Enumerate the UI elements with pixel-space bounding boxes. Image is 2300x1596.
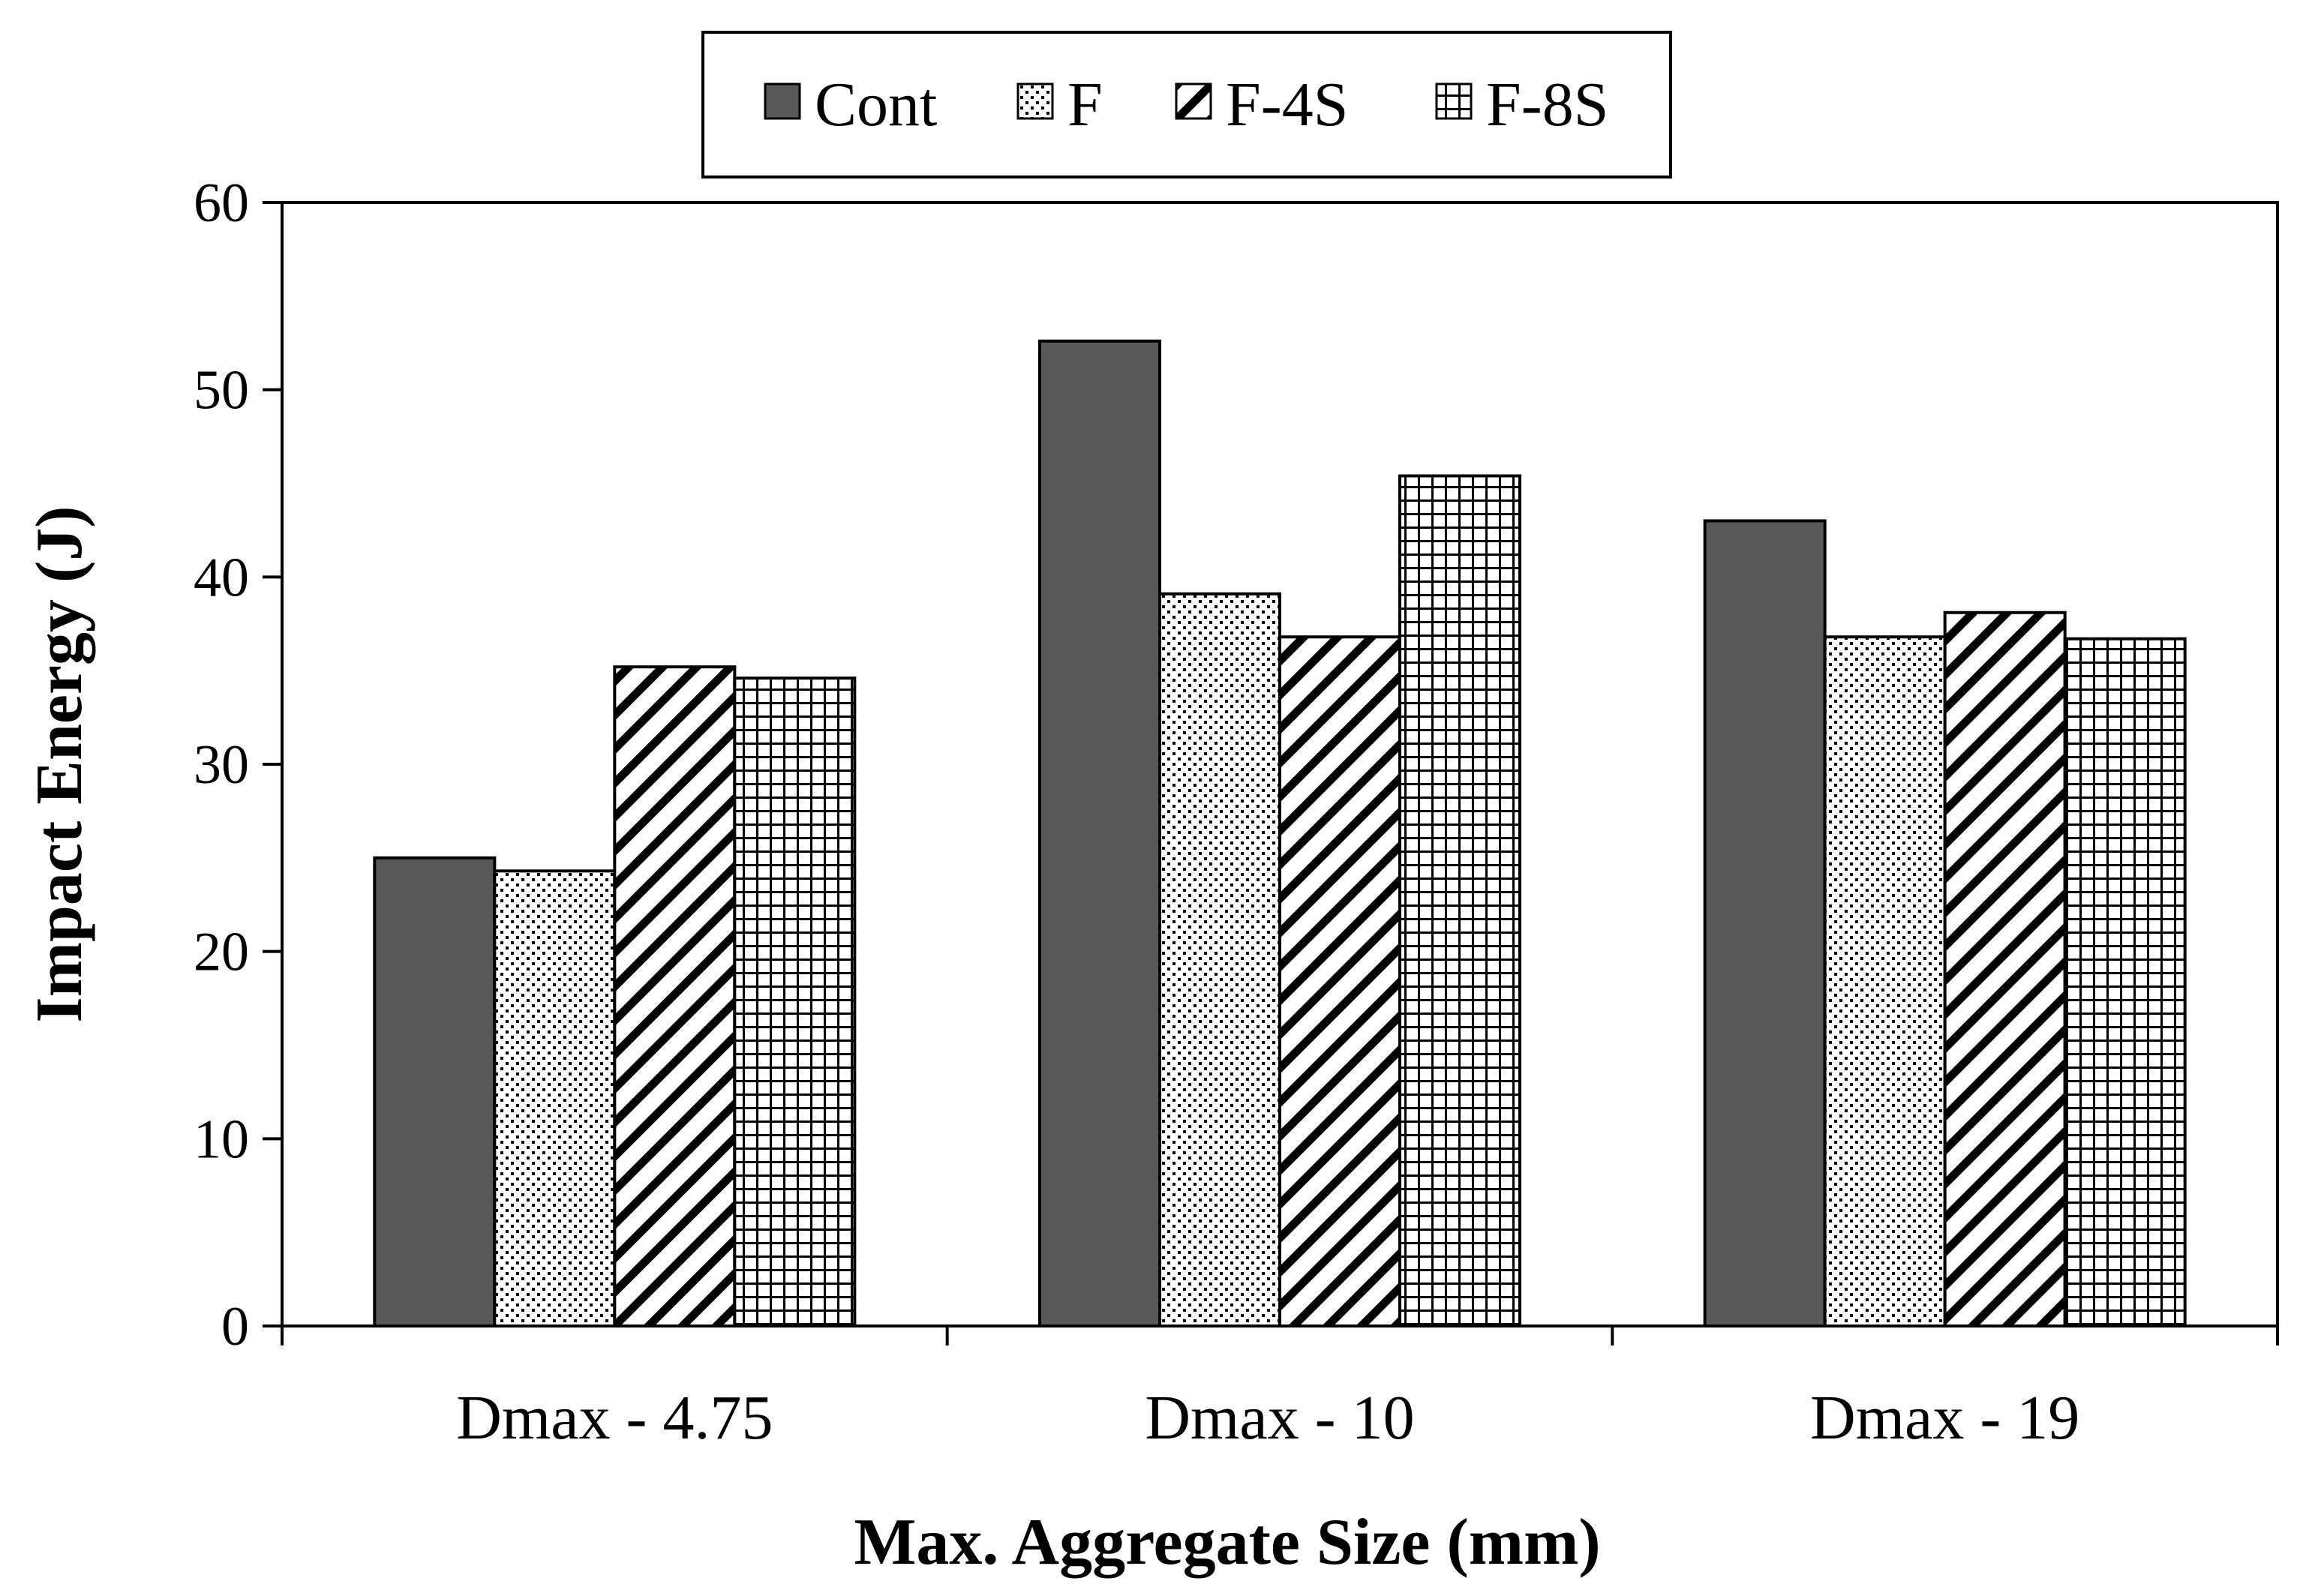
bar-f-8s-3 <box>2063 637 2187 1328</box>
y-tick-label: 0 <box>221 1296 249 1358</box>
bar-cont-1 <box>373 856 497 1328</box>
y-tick-label: 50 <box>194 360 249 422</box>
legend-label-f-8s: F-8S <box>1486 70 1608 140</box>
y-tick-label: 20 <box>194 922 249 983</box>
bar-f-8s-2 <box>1398 474 1521 1328</box>
legend-swatch-f-8s <box>1435 82 1473 120</box>
bar-f-4s-3 <box>1943 610 2067 1328</box>
legend-item-f: F <box>1016 70 1103 140</box>
bar-f-4s-1 <box>613 665 737 1328</box>
bar-cont-3 <box>1703 519 1827 1328</box>
legend-label-cont: Cont <box>815 70 937 140</box>
bars <box>373 339 2187 1328</box>
bar-f-2 <box>1158 592 1281 1328</box>
y-tick-label: 40 <box>194 547 249 608</box>
bar-cont-2 <box>1038 339 1161 1328</box>
bar-f-8s-1 <box>733 676 857 1328</box>
x-category-label: Dmax - 10 <box>1145 1383 1414 1453</box>
y-axis: 0 10 20 30 40 50 60 <box>194 172 282 1358</box>
legend-swatch-cont <box>764 82 801 120</box>
bar-f-3 <box>1823 635 1947 1328</box>
bar-f-4s-2 <box>1278 635 1401 1328</box>
x-category-label: Dmax - 4.75 <box>456 1383 773 1453</box>
y-tick-label: 10 <box>194 1108 249 1170</box>
legend-swatch-f <box>1016 82 1054 120</box>
legend: Cont F F-4S F-8S <box>701 31 1672 178</box>
legend-item-cont: Cont <box>764 70 937 140</box>
x-axis-title: Max. Aggregate Size (mm) <box>854 1506 1600 1579</box>
legend-swatch-f-4s <box>1175 82 1212 120</box>
y-axis-title: Impact Energy (J) <box>23 506 96 1022</box>
y-tick-label: 60 <box>194 172 249 234</box>
legend-label-f-4s: F-4S <box>1226 70 1348 140</box>
legend-label-f: F <box>1067 70 1103 140</box>
x-category-label: Dmax - 19 <box>1810 1383 2079 1453</box>
legend-item-f-8s: F-8S <box>1435 70 1608 140</box>
bar-f-1 <box>493 869 617 1328</box>
x-axis: Dmax - 4.75 Dmax - 10 Dmax - 19 <box>281 1326 2279 1453</box>
legend-item-f-4s: F-4S <box>1175 70 1348 140</box>
y-tick-label: 30 <box>194 734 249 796</box>
